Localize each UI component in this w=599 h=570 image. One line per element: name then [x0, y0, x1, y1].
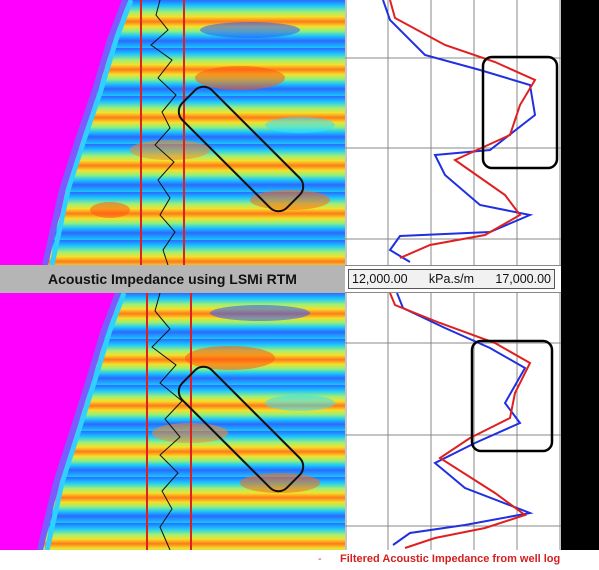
legend-footer: - Filtered Acoustic Impedance from well … [0, 550, 599, 570]
highlight-box-seismic-top [177, 85, 305, 213]
legend-bullet: - [318, 553, 322, 565]
seismic-image-bottom [0, 293, 345, 550]
highlight-box-log-top [481, 55, 559, 170]
highlight-box-seismic-bottom [177, 365, 305, 493]
filtered-log-curve-bottom [389, 293, 532, 549]
right-margin [561, 0, 599, 550]
impedance-scale-readout: 12,000.00 kPa.s/m 17,000.00 [348, 269, 555, 289]
impedance-log-panel-top [345, 0, 561, 265]
scale-max: 17,000.00 [495, 272, 551, 286]
scale-min: 12,000.00 [352, 272, 408, 286]
seismic-image-top [0, 0, 345, 265]
seismic-panel-bottom [0, 293, 345, 550]
section-title: Acoustic Impedance using LSMi RTM [0, 265, 345, 293]
filtered-log-curve-top [389, 0, 537, 259]
inverted-impedance-curve-bottom [392, 293, 534, 546]
scale-unit: kPa.s/m [428, 272, 475, 286]
impedance-scale-bar: 12,000.00 kPa.s/m 17,000.00 [345, 265, 561, 293]
impedance-log-panel-bottom [345, 293, 561, 550]
inverted-impedance-curve-top [382, 0, 537, 263]
seismic-panel-top [0, 0, 345, 265]
legend-filtered-log-label: Filtered Acoustic Impedance from well lo… [340, 553, 561, 565]
highlight-box-log-bottom [470, 339, 554, 453]
